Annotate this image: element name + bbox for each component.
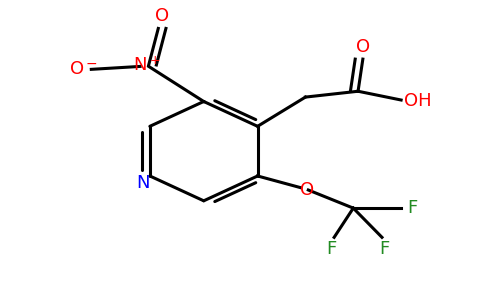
Text: N: N xyxy=(136,174,150,192)
Text: O: O xyxy=(155,7,169,25)
Text: O: O xyxy=(70,60,84,78)
Text: OH: OH xyxy=(404,92,431,110)
Text: O: O xyxy=(300,181,314,199)
Text: F: F xyxy=(379,240,390,258)
Text: +: + xyxy=(149,54,160,67)
Text: F: F xyxy=(407,199,417,217)
Text: O: O xyxy=(356,38,370,56)
Text: N: N xyxy=(133,56,146,74)
Text: −: − xyxy=(86,56,97,70)
Text: F: F xyxy=(327,240,337,258)
